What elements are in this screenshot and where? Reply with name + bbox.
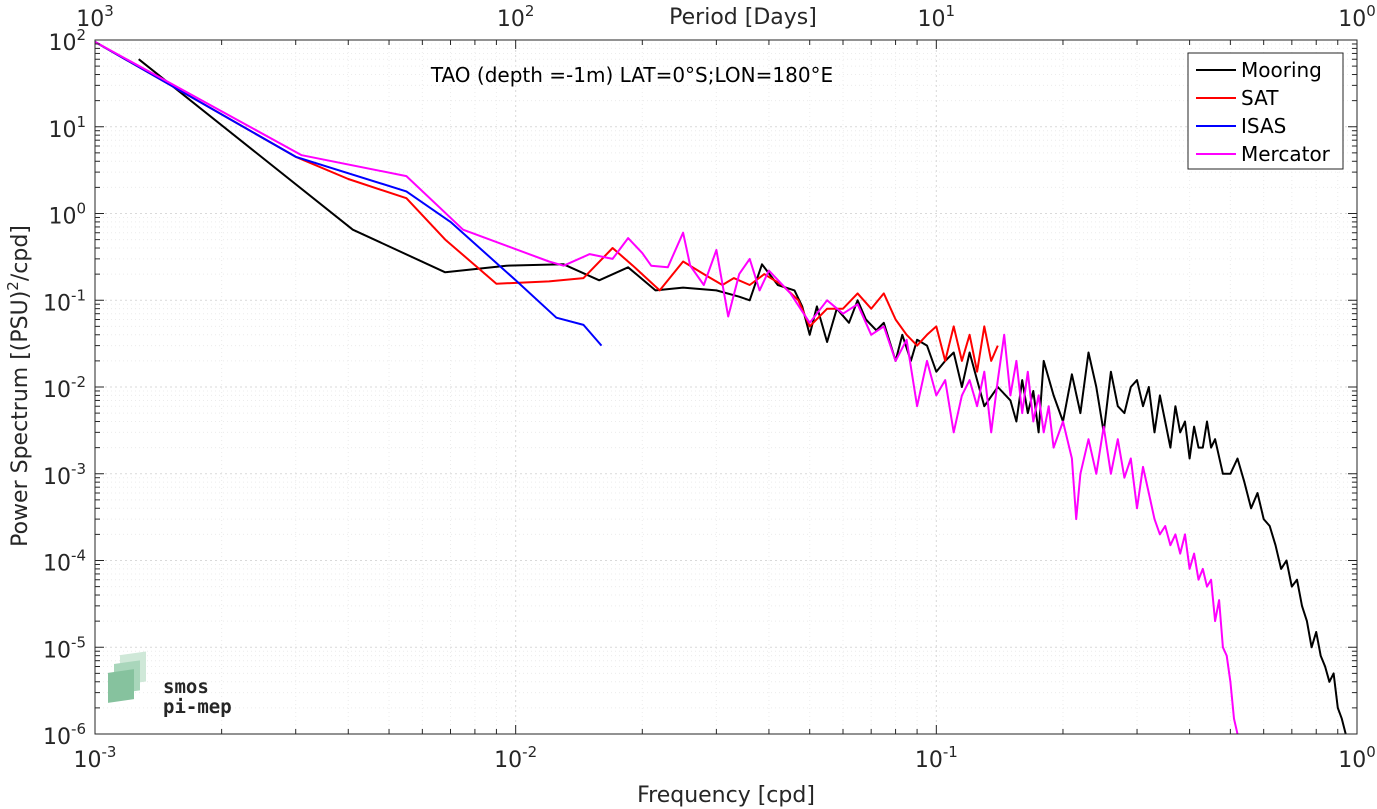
- y-tick-label-base: 10: [43, 378, 71, 403]
- y-tick-label: 10-3: [43, 460, 86, 490]
- y-tick-label: 10-2: [43, 373, 86, 403]
- y-tick-label-exponent: 2: [76, 26, 86, 44]
- legend-label-sat: SAT: [1241, 86, 1279, 110]
- y-tick-label-exponent: -2: [71, 373, 86, 391]
- x-tick-label: 10-1: [915, 743, 958, 773]
- y-tick-label-exponent: -4: [71, 547, 86, 565]
- legend-label-mooring: Mooring: [1241, 58, 1322, 82]
- x-axis-label: Frequency [cpd]: [637, 783, 815, 808]
- logo-mark-icon: [108, 651, 146, 703]
- x-tick-label-exponent: -3: [102, 743, 117, 761]
- x-tick-label-base: 10: [1338, 748, 1366, 773]
- legend-label-mercator: Mercator: [1241, 142, 1331, 166]
- smos-pi-mep-logo: smos pi-mep: [108, 651, 232, 718]
- x-tick-label-exponent: -1: [943, 743, 958, 761]
- y-tick-label-exponent: -6: [71, 720, 86, 738]
- x2-tick-label-exponent: 1: [946, 2, 956, 20]
- x-tick-label-base: 10: [494, 748, 522, 773]
- series-line-mooring: [138, 58, 1347, 735]
- y-tick-label-base: 10: [48, 205, 76, 230]
- y-tick-label: 10-6: [43, 720, 86, 750]
- chart-annotation: TAO (depth =-1m) LAT=0°S;LON=180°E: [430, 63, 833, 87]
- x-tick-label-exponent: -2: [522, 743, 537, 761]
- x2-tick-label: 103: [76, 2, 114, 32]
- x2-tick-label-exponent: 2: [525, 2, 535, 20]
- x2-tick-label-base: 10: [918, 7, 946, 32]
- x2-tick-label: 102: [497, 2, 535, 32]
- x2-tick-label-base: 10: [1338, 7, 1366, 32]
- y-tick-label: 102: [48, 26, 86, 56]
- x2-tick-label: 101: [918, 2, 956, 32]
- legend-box: [1187, 52, 1344, 170]
- y-axis-label-tail: /cpd]: [8, 225, 33, 281]
- y-tick-label-base: 10: [43, 465, 71, 490]
- x-tick-label: 10-2: [494, 743, 537, 773]
- y-tick-label-exponent: -5: [71, 633, 86, 651]
- x-tick-label-base: 10: [915, 748, 943, 773]
- logo-text-smos: smos: [163, 676, 209, 698]
- x-tick-label: 100: [1338, 743, 1376, 773]
- x2-tick-label-base: 10: [76, 7, 104, 32]
- series-line-mercator: [94, 41, 1239, 735]
- y-axis-label: Power Spectrum [(PSU)2/cpd]: [4, 225, 33, 547]
- y-tick-label-base: 10: [43, 638, 71, 663]
- legend-label-isas: ISAS: [1241, 114, 1286, 138]
- y-tick-label-base: 10: [43, 291, 71, 316]
- y-tick-label: 10-5: [43, 633, 86, 663]
- series-line-isas: [94, 41, 603, 347]
- x2-tick-label: 100: [1338, 2, 1376, 32]
- logo-text-pi-mep: pi-mep: [163, 696, 232, 718]
- y-tick-label: 10-4: [43, 547, 86, 577]
- logo-layer-3: [108, 669, 134, 703]
- x-tick-label: 10-3: [74, 743, 117, 773]
- x-tick-label-base: 10: [74, 748, 102, 773]
- y-tick-label-base: 10: [43, 725, 71, 750]
- y-tick-label-exponent: -1: [71, 286, 86, 304]
- y-tick-label-base: 10: [48, 118, 76, 143]
- tick-marks: [94, 39, 1358, 735]
- x2-axis-label: Period [Days]: [669, 5, 817, 30]
- y-tick-label-base: 10: [48, 31, 76, 56]
- x-tick-label-exponent: 0: [1366, 743, 1376, 761]
- legend: Mooring SAT ISAS Mercator: [1187, 52, 1344, 170]
- y-tick-label-base: 10: [43, 552, 71, 577]
- y-tick-label-exponent: 0: [76, 200, 86, 218]
- y-axis-label-main: Power Spectrum [(PSU): [8, 291, 33, 547]
- series-layer: [94, 41, 1347, 735]
- x2-tick-label-base: 10: [497, 7, 525, 32]
- y-axis-label-sup: 2: [4, 281, 22, 291]
- y-tick-label: 10-1: [43, 286, 86, 316]
- y-tick-label-exponent: 1: [76, 113, 86, 131]
- y-tick-label: 101: [48, 113, 86, 143]
- y-tick-label: 100: [48, 200, 86, 230]
- x2-tick-label-exponent: 0: [1366, 2, 1376, 20]
- x2-tick-label-exponent: 3: [104, 2, 114, 20]
- y-tick-label-exponent: -3: [71, 460, 86, 478]
